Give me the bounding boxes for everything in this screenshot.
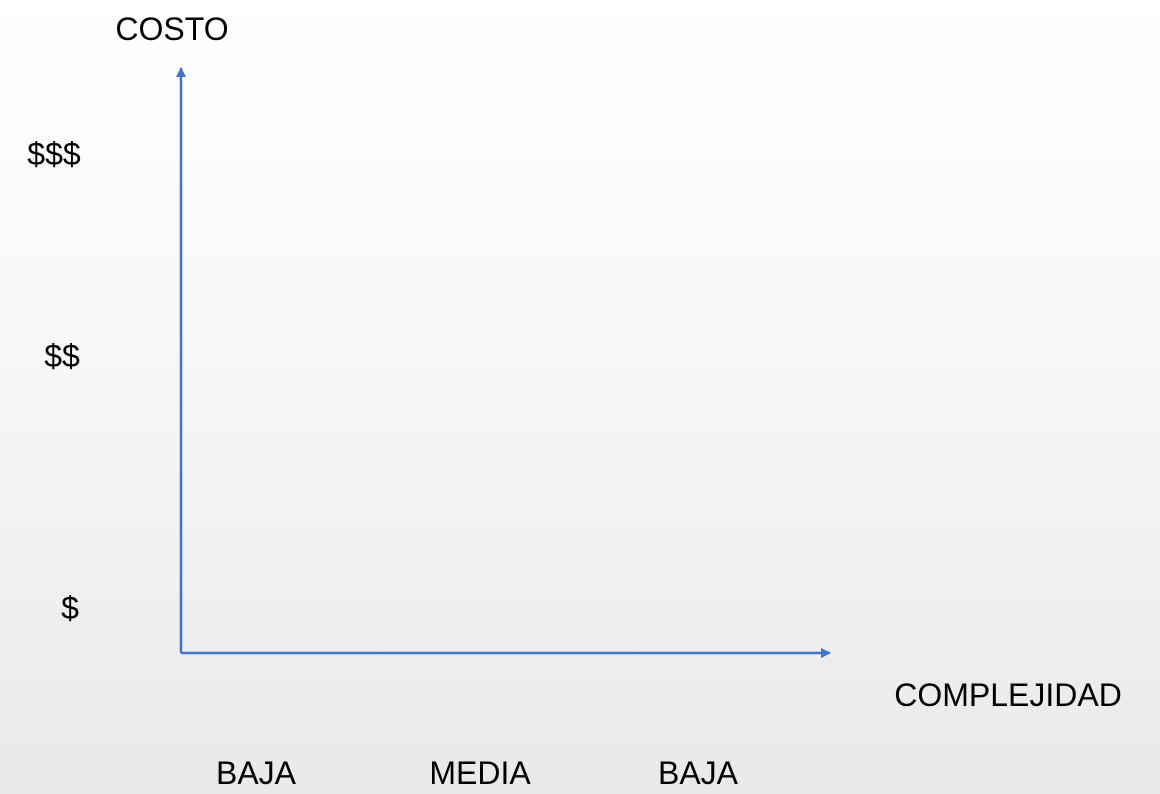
y-tick-label-high: $$$ <box>27 136 81 172</box>
x-tick-label-2: MEDIA <box>429 755 531 791</box>
x-axis-title: COMPLEJIDAD <box>894 677 1122 713</box>
x-tick-label-1: BAJA <box>216 755 297 791</box>
y-tick-label-mid: $$ <box>44 338 80 374</box>
y-tick-label-low: $ <box>61 590 79 626</box>
y-axis-title: COSTO <box>115 11 228 47</box>
x-tick-label-3: BAJA <box>658 755 739 791</box>
